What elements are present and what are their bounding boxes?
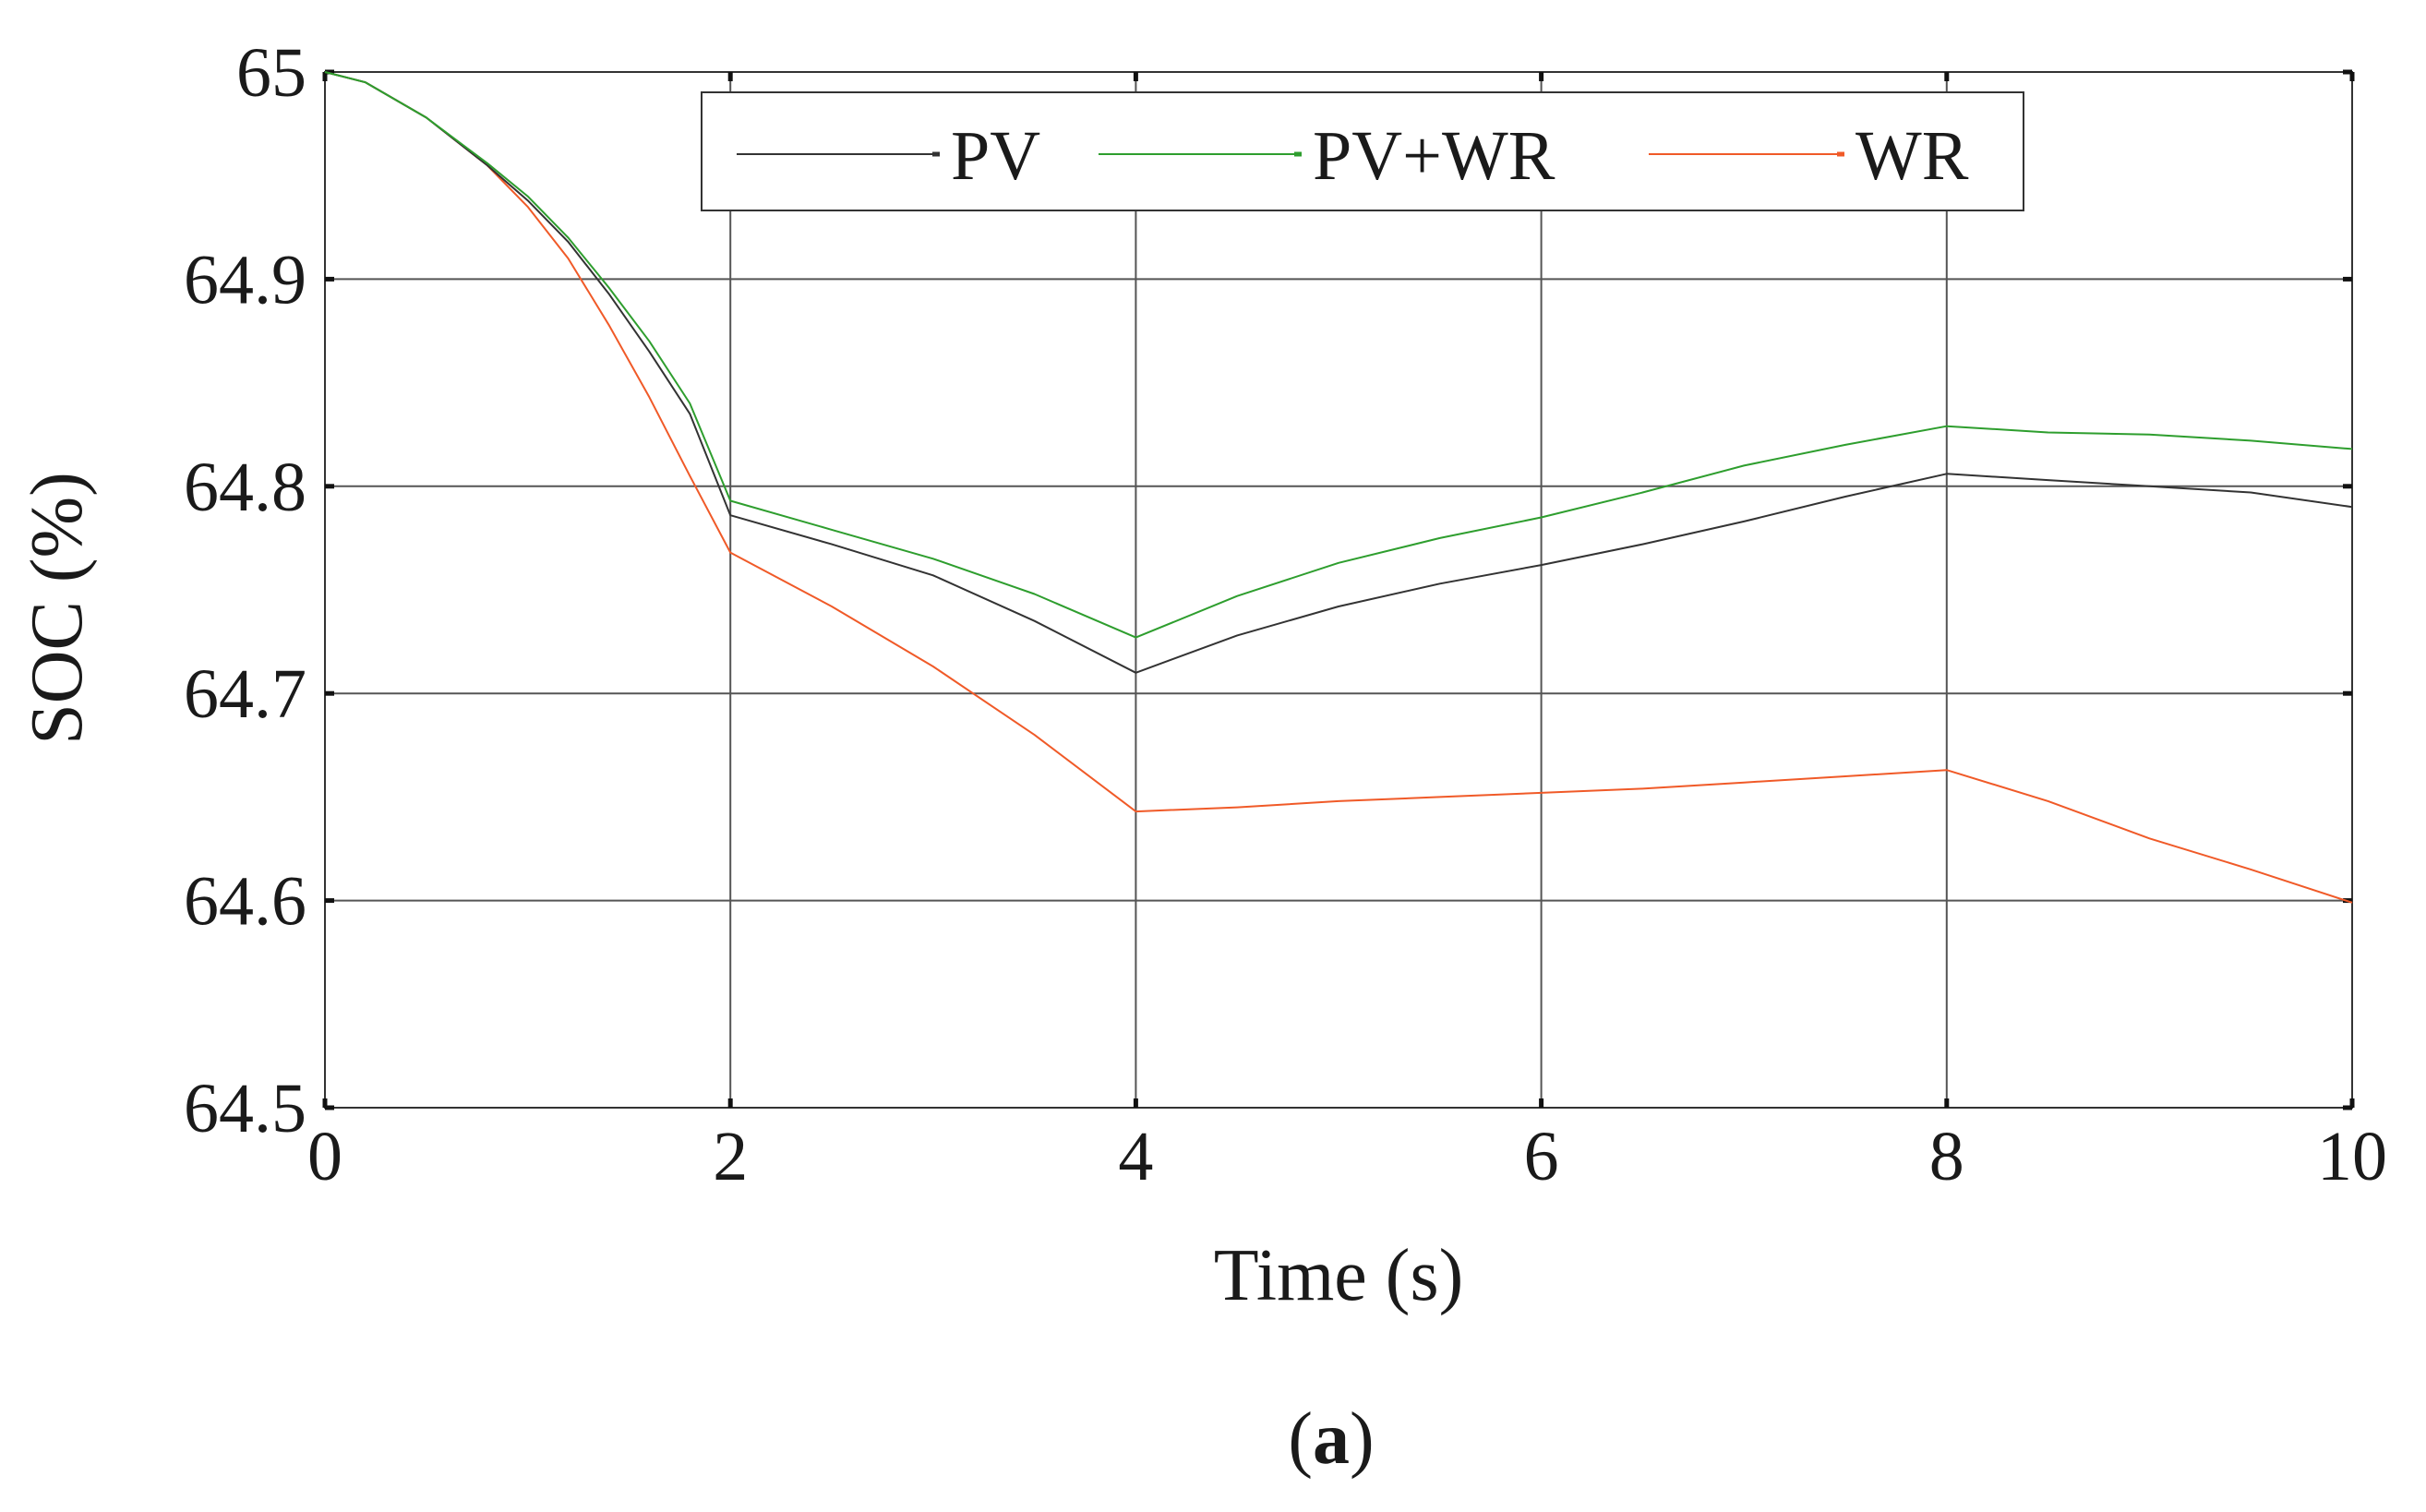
- figure-caption: (a): [1288, 1398, 1374, 1480]
- caption-open-paren: (: [1288, 1398, 1313, 1480]
- series-line-pv: [324, 71, 2353, 674]
- x-tick-label: 10: [2317, 1118, 2387, 1195]
- y-tick-label: 64.5: [184, 1070, 306, 1147]
- series-line-wr: [324, 71, 2353, 904]
- y-tick-label: 64.6: [184, 863, 306, 941]
- tick-layer: 0 2 4 6 8 10 64.5 64.6 64.7 64.8 64.9 65: [184, 34, 2387, 1195]
- legend: PV PV+WR WR: [701, 91, 2024, 211]
- x-tick-label: 8: [1929, 1118, 1964, 1195]
- y-tick-label: 64.9: [184, 241, 306, 318]
- caption-letter: a: [1313, 1398, 1350, 1480]
- plot-frame: [324, 71, 2353, 1109]
- x-axis-title: Time (s): [1214, 1235, 1463, 1316]
- legend-label-wr: WR: [1856, 117, 1969, 195]
- legend-items: PV PV+WR WR: [737, 117, 1969, 195]
- grid-layer: [325, 72, 2352, 1108]
- series-line-pv-wr: [324, 71, 2353, 639]
- caption-close-paren: ): [1350, 1398, 1375, 1480]
- y-tick-label: 64.8: [184, 449, 306, 526]
- x-tick-label: 0: [307, 1118, 342, 1195]
- series-layer: [324, 71, 2353, 904]
- y-tick-label: 64.7: [184, 655, 306, 733]
- y-tick-label: 65: [236, 34, 306, 112]
- legend-label-pv-wr: PV+WR: [1313, 117, 1555, 195]
- x-tick-label: 2: [713, 1118, 748, 1195]
- x-tick-label: 6: [1524, 1118, 1559, 1195]
- y-axis-title: SOC (%): [17, 472, 98, 745]
- legend-box: [701, 91, 2024, 211]
- legend-label-pv: PV: [951, 117, 1040, 195]
- x-tick-label: 4: [1118, 1118, 1153, 1195]
